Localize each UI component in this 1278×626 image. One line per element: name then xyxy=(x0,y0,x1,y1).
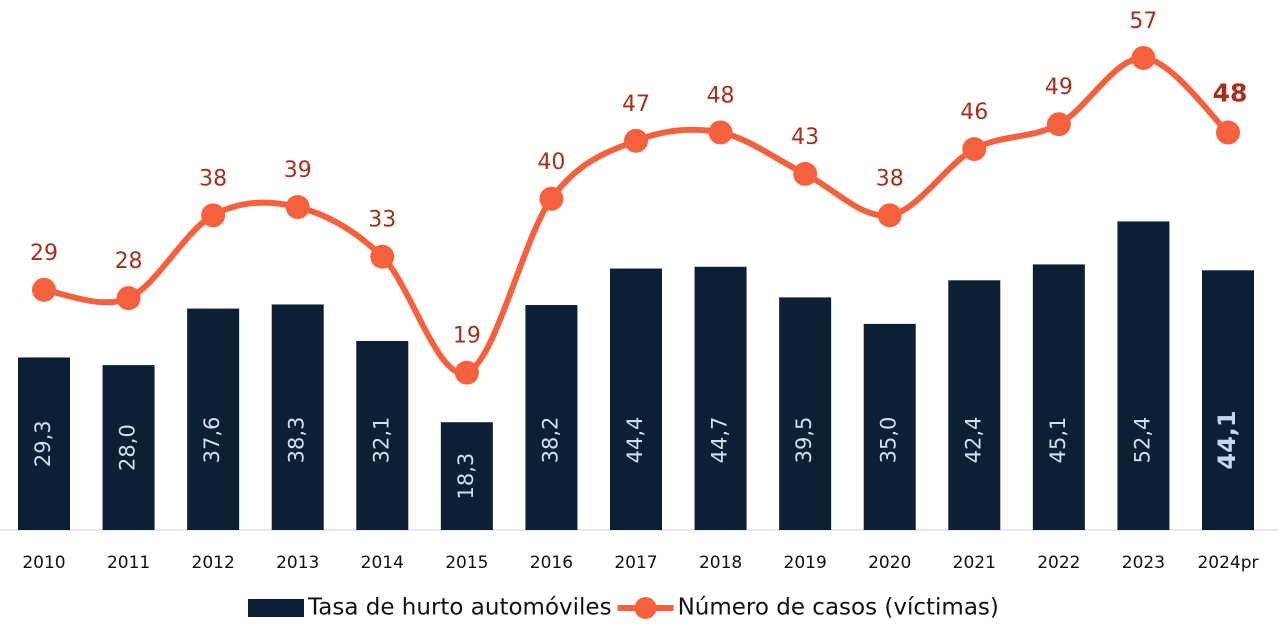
line-point xyxy=(624,128,648,153)
line-value-label: 43 xyxy=(791,125,819,150)
bar-value-label: 45,1 xyxy=(1046,417,1070,464)
bar-value-label: 18,3 xyxy=(454,453,478,500)
line-value-label: 38 xyxy=(876,166,904,191)
bar-value-label: 44,7 xyxy=(708,417,732,464)
bar xyxy=(1117,221,1170,530)
bar xyxy=(525,305,578,530)
x-tick-label: 2012 xyxy=(192,553,235,573)
x-tick-label: 2015 xyxy=(445,553,488,573)
legend-label: Número de casos (víctimas) xyxy=(678,595,999,621)
line-value-label: 28 xyxy=(115,249,143,274)
bar-value-label: 35,0 xyxy=(877,417,901,464)
bar xyxy=(779,297,832,530)
line-point xyxy=(285,195,310,220)
line-point xyxy=(454,360,479,385)
bar-value-label: 52,4 xyxy=(1130,417,1154,464)
x-tick-label: 2011 xyxy=(107,553,150,573)
bar xyxy=(18,357,70,530)
x-tick-label: 2018 xyxy=(699,553,742,573)
bar xyxy=(102,365,155,530)
bar xyxy=(948,280,1001,530)
legend-swatch xyxy=(248,599,304,617)
line-point xyxy=(201,203,226,228)
line-value-label: 33 xyxy=(368,208,396,233)
bar-value-label: 38,3 xyxy=(285,417,309,464)
bar xyxy=(271,304,324,530)
legend-swatch xyxy=(634,597,657,619)
line-point xyxy=(1216,120,1240,145)
bar-value-label: 29,3 xyxy=(31,420,55,467)
line-point xyxy=(793,161,818,186)
bar-value-label: 42,4 xyxy=(961,417,985,464)
line-value-label: 46 xyxy=(960,100,988,125)
line-point xyxy=(539,186,564,211)
bar xyxy=(863,323,916,530)
line-point xyxy=(1046,112,1071,137)
line-point xyxy=(1131,45,1156,70)
bar xyxy=(1032,264,1085,530)
line-value-label: 40 xyxy=(537,150,565,175)
line xyxy=(43,54,1231,377)
bar-value-label: 44,1 xyxy=(1213,410,1241,469)
x-tick-label: 2017 xyxy=(614,553,657,573)
line-point xyxy=(877,203,902,228)
x-tick-label: 2016 xyxy=(530,553,573,573)
x-tick-label: 2024pr xyxy=(1197,553,1258,573)
bar xyxy=(187,308,240,530)
bar-value-label: 32,1 xyxy=(369,417,393,464)
line-point xyxy=(370,244,395,269)
x-tick-label: 2019 xyxy=(784,553,827,573)
line-point xyxy=(116,286,141,311)
x-tick-label: 2022 xyxy=(1037,553,1080,573)
bar-value-label: 44,4 xyxy=(623,417,647,464)
line-point xyxy=(32,277,56,302)
bar xyxy=(356,340,409,530)
bar-value-label: 28,0 xyxy=(116,424,140,471)
line-value-label: 29 xyxy=(30,241,58,266)
line-point xyxy=(708,120,733,145)
line-value-label: 48 xyxy=(707,84,735,109)
line-value-label: 48 xyxy=(1213,79,1248,108)
legend-label: Tasa de hurto automóviles xyxy=(307,595,612,621)
x-tick-label: 2020 xyxy=(868,553,911,573)
line-value-label: 39 xyxy=(284,158,312,183)
bar-value-label: 39,5 xyxy=(792,417,816,464)
x-tick-label: 2010 xyxy=(22,553,65,573)
line-value-label: 19 xyxy=(453,324,481,349)
bar xyxy=(610,268,662,530)
bar xyxy=(694,266,747,530)
x-tick-label: 2023 xyxy=(1122,553,1165,573)
x-tick-label: 2014 xyxy=(361,553,404,573)
bar-value-label: 37,6 xyxy=(200,417,224,464)
line-value-label: 49 xyxy=(1045,75,1073,100)
x-tick-label: 2021 xyxy=(953,553,996,573)
bar xyxy=(440,422,493,530)
bar xyxy=(1202,270,1254,530)
line-point xyxy=(962,137,987,162)
x-tick-label: 2013 xyxy=(276,553,319,573)
bar-value-label: 38,2 xyxy=(538,417,562,464)
line-value-label: 57 xyxy=(1129,9,1157,34)
line-value-label: 47 xyxy=(622,92,650,117)
line-value-label: 38 xyxy=(199,166,227,191)
